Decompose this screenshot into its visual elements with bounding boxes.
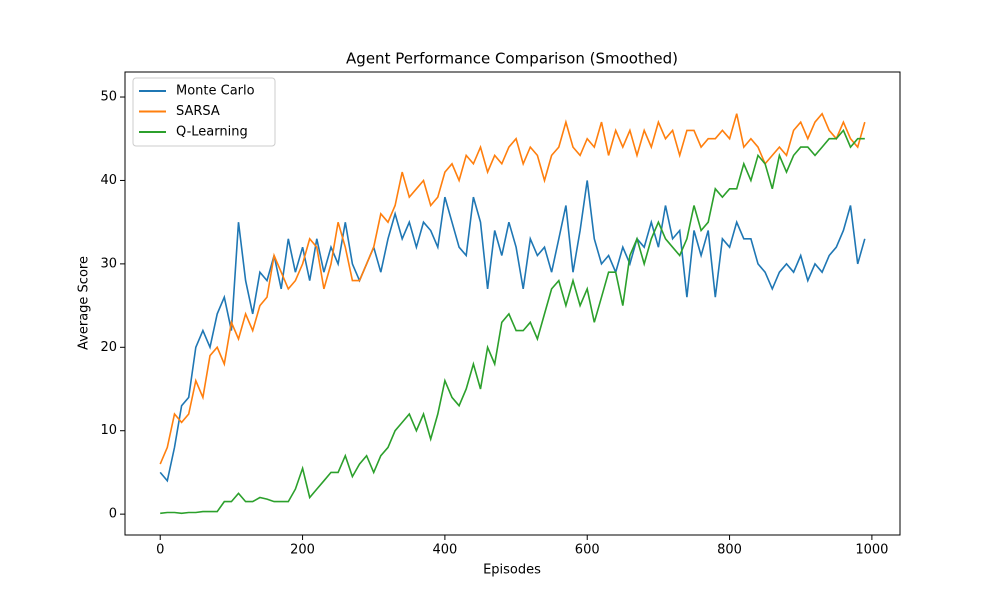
x-tick-label: 200 <box>290 543 315 558</box>
y-tick-label: 50 <box>100 90 117 105</box>
series-line <box>159 112 866 465</box>
x-tick-label: 1000 <box>855 543 888 558</box>
legend-label: SARSA <box>176 104 220 119</box>
y-tick-label: 20 <box>100 340 117 355</box>
y-axis-label: Average Score <box>77 256 92 350</box>
x-axis-label: Episodes <box>483 563 541 578</box>
legend-label: Q-Learning <box>176 125 248 140</box>
plot-frame <box>124 71 901 536</box>
x-tick-label: 600 <box>575 543 600 558</box>
y-tick-label: 0 <box>109 507 117 522</box>
legend-label: Monte Carlo <box>176 84 255 99</box>
y-tick-label: 10 <box>100 423 117 438</box>
x-tick-label: 0 <box>156 543 164 558</box>
x-tick-label: 800 <box>717 543 742 558</box>
y-tick-label: 30 <box>100 256 117 271</box>
y-tick-label: 40 <box>100 173 117 188</box>
series-line <box>159 180 866 483</box>
chart-title: Agent Performance Comparison (Smoothed) <box>346 50 678 68</box>
series-line <box>160 128 865 515</box>
x-tick-label: 400 <box>432 543 457 558</box>
legend-box <box>132 77 276 147</box>
